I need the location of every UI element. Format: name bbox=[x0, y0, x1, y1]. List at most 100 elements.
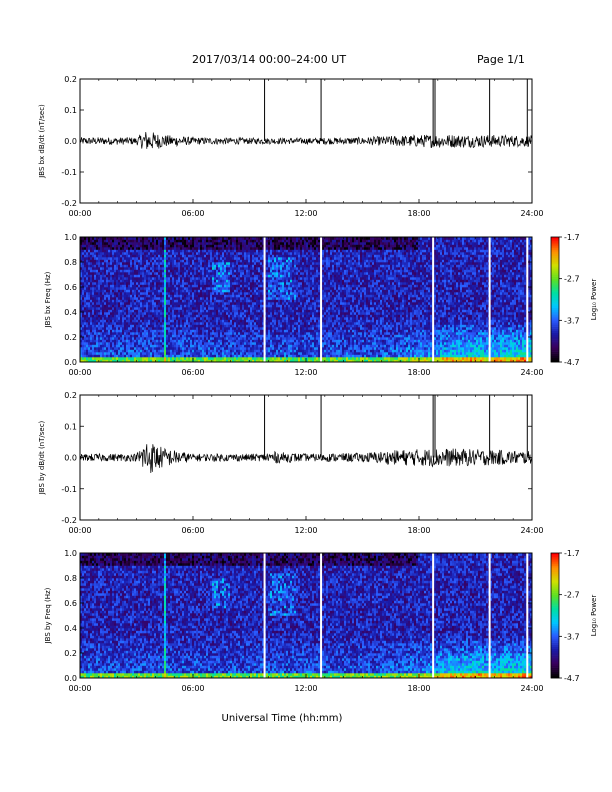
spectrogram-cell bbox=[188, 272, 190, 275]
spectrogram-cell bbox=[218, 282, 220, 285]
spectrogram-cell bbox=[238, 242, 240, 245]
spectrogram-cell bbox=[188, 262, 190, 265]
spectrogram-cell bbox=[166, 267, 168, 270]
spectrogram-cell bbox=[166, 342, 168, 345]
spectrogram-cell bbox=[272, 272, 274, 275]
spectrogram-cell bbox=[186, 280, 188, 283]
spectrogram-cell bbox=[140, 355, 142, 358]
spectrogram-cell bbox=[84, 335, 86, 338]
spectrogram-cell bbox=[222, 297, 224, 300]
spectrogram-cell bbox=[102, 357, 104, 360]
spectrogram-cell bbox=[148, 320, 150, 323]
spectrogram-cell bbox=[206, 330, 208, 333]
spectrogram-cell bbox=[184, 305, 186, 308]
spectrogram-cell bbox=[120, 297, 122, 300]
spectrogram-cell bbox=[222, 267, 224, 270]
spectrogram-cell bbox=[210, 290, 212, 293]
spectrogram-cell bbox=[160, 342, 162, 345]
spectrogram-cell bbox=[238, 352, 240, 355]
spectrogram-cell bbox=[222, 295, 224, 298]
spectrogram-cell bbox=[186, 255, 188, 258]
spectrogram-cell bbox=[190, 345, 192, 348]
spectrogram-cell bbox=[194, 317, 196, 320]
spectrogram-cell bbox=[184, 267, 186, 270]
spectrogram-cell bbox=[198, 282, 200, 285]
spectrogram-cell bbox=[238, 255, 240, 258]
spectrogram-cell bbox=[192, 285, 194, 288]
spectrogram-cell bbox=[256, 347, 258, 350]
spectrogram-cell bbox=[208, 350, 210, 353]
spectrogram-cell bbox=[114, 292, 116, 295]
spectrogram-cell bbox=[248, 330, 250, 333]
spectrogram-cell bbox=[202, 350, 204, 353]
spectrogram-cell bbox=[158, 250, 160, 253]
spectrogram-cell bbox=[90, 357, 92, 360]
spectrogram-cell bbox=[248, 282, 250, 285]
spectrogram-cell bbox=[106, 285, 108, 288]
spectrogram-cell bbox=[160, 255, 162, 258]
spectrogram-cell bbox=[150, 317, 152, 320]
spectrogram-cell bbox=[260, 277, 262, 280]
spectrogram-cell bbox=[84, 347, 86, 350]
spectrogram-cell bbox=[252, 240, 254, 243]
spectrogram-cell bbox=[158, 347, 160, 350]
spectrogram-cell bbox=[234, 285, 236, 288]
spectrogram-cell bbox=[118, 340, 120, 343]
spectrogram-cell bbox=[272, 325, 274, 328]
spectrogram-cell bbox=[154, 350, 156, 353]
spectrogram-cell bbox=[166, 302, 168, 305]
spectrogram-cell bbox=[160, 260, 162, 263]
spectrogram-cell bbox=[194, 312, 196, 315]
spectrogram-cell bbox=[140, 320, 142, 323]
spectrogram-cell bbox=[102, 255, 104, 258]
spectrogram-cell bbox=[184, 320, 186, 323]
spectrogram-cell bbox=[168, 265, 170, 268]
spectrogram-cell bbox=[146, 265, 148, 268]
spectrogram-cell bbox=[226, 325, 228, 328]
spectrogram-cell bbox=[238, 302, 240, 305]
spectrogram-cell bbox=[88, 357, 90, 360]
spectrogram-cell bbox=[144, 247, 146, 250]
spectrogram-cell bbox=[100, 252, 102, 255]
spectrogram-cell bbox=[134, 282, 136, 285]
spectrogram-cell bbox=[270, 260, 272, 263]
spectrogram-cell bbox=[168, 240, 170, 243]
spectrogram-cell bbox=[200, 262, 202, 265]
spectrogram-cell bbox=[106, 302, 108, 305]
spectrogram-cell bbox=[250, 340, 252, 343]
spectrogram-cell bbox=[144, 265, 146, 268]
spectrogram-cell bbox=[106, 337, 108, 340]
spectrogram-cell bbox=[174, 295, 176, 298]
spectrogram-cell bbox=[222, 305, 224, 308]
spectrogram-cell bbox=[206, 295, 208, 298]
spectrogram-cell bbox=[120, 325, 122, 328]
spectrogram-cell bbox=[268, 270, 270, 273]
spectrogram-cell bbox=[112, 330, 114, 333]
spectrogram-cell bbox=[192, 332, 194, 335]
spectrogram-cell bbox=[196, 327, 198, 330]
spectrogram-cell bbox=[214, 342, 216, 345]
spectrogram-cell bbox=[222, 260, 224, 263]
spectrogram-cell bbox=[162, 297, 164, 300]
spectrogram-cell bbox=[90, 282, 92, 285]
spectrogram-cell bbox=[202, 265, 204, 268]
spectrogram-cell bbox=[150, 330, 152, 333]
spectrogram-cell bbox=[242, 355, 244, 358]
spectrogram-cell bbox=[270, 297, 272, 300]
spectrogram-cell bbox=[224, 272, 226, 275]
spectrogram-cell bbox=[138, 270, 140, 273]
spectrogram-cell bbox=[122, 325, 124, 328]
spectrogram-cell bbox=[104, 285, 106, 288]
spectrogram-cell bbox=[188, 352, 190, 355]
spectrogram-cell bbox=[226, 240, 228, 243]
spectrogram-cell bbox=[116, 247, 118, 250]
spectrogram-cell bbox=[218, 290, 220, 293]
spectrogram-cell bbox=[166, 257, 168, 260]
spectrogram-cell bbox=[270, 250, 272, 253]
spectrogram-cell bbox=[216, 295, 218, 298]
spectrogram-cell bbox=[130, 272, 132, 275]
spectrogram-cell bbox=[120, 330, 122, 333]
spectrogram-cell bbox=[254, 272, 256, 275]
spectrogram-cell bbox=[270, 312, 272, 315]
spectrogram-cell bbox=[256, 287, 258, 290]
